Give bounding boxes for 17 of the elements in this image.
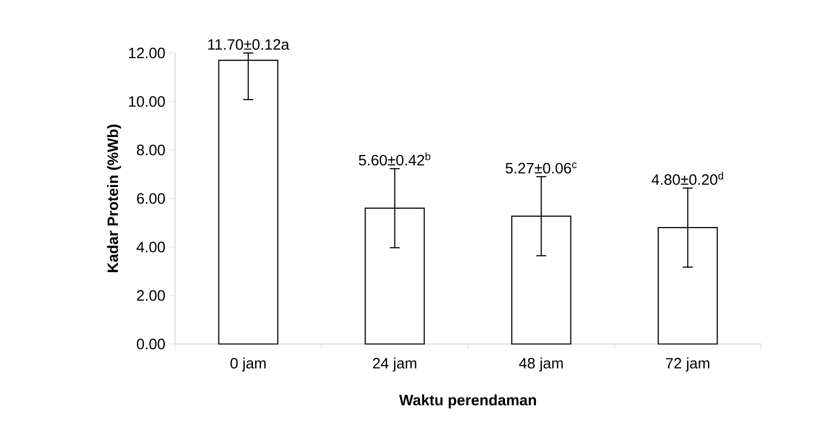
data-label: 5.60±0.42$^{b}$ [358,152,430,166]
x-axis-title: Waktu perendaman [399,394,536,408]
data-label: 11.70±0.12a [208,39,290,50]
x-tick-label: 72 jam [666,358,710,372]
y-tick-label: 2.00 [137,290,165,301]
x-tick-label: 24 jam [372,358,416,372]
data-label: 5.27±0.06$^{c}$ [506,162,577,174]
data-label: 4.80±0.20$^{d}$ [652,172,724,185]
y-tick-label: 0.00 [136,338,165,350]
x-tick-label: 0 jam [230,358,266,372]
y-tick-label: 6.00 [137,193,165,204]
y-axis-title: Kadar Protein (%Wb) [107,124,122,272]
y-tick-label: 10.00 [129,96,165,107]
y-tick-label: 8.00 [136,144,165,156]
y-tick-label: 4.00 [136,242,165,252]
x-tick-label: 48 jam [519,358,563,372]
y-tick-label: 12.00 [129,48,165,58]
